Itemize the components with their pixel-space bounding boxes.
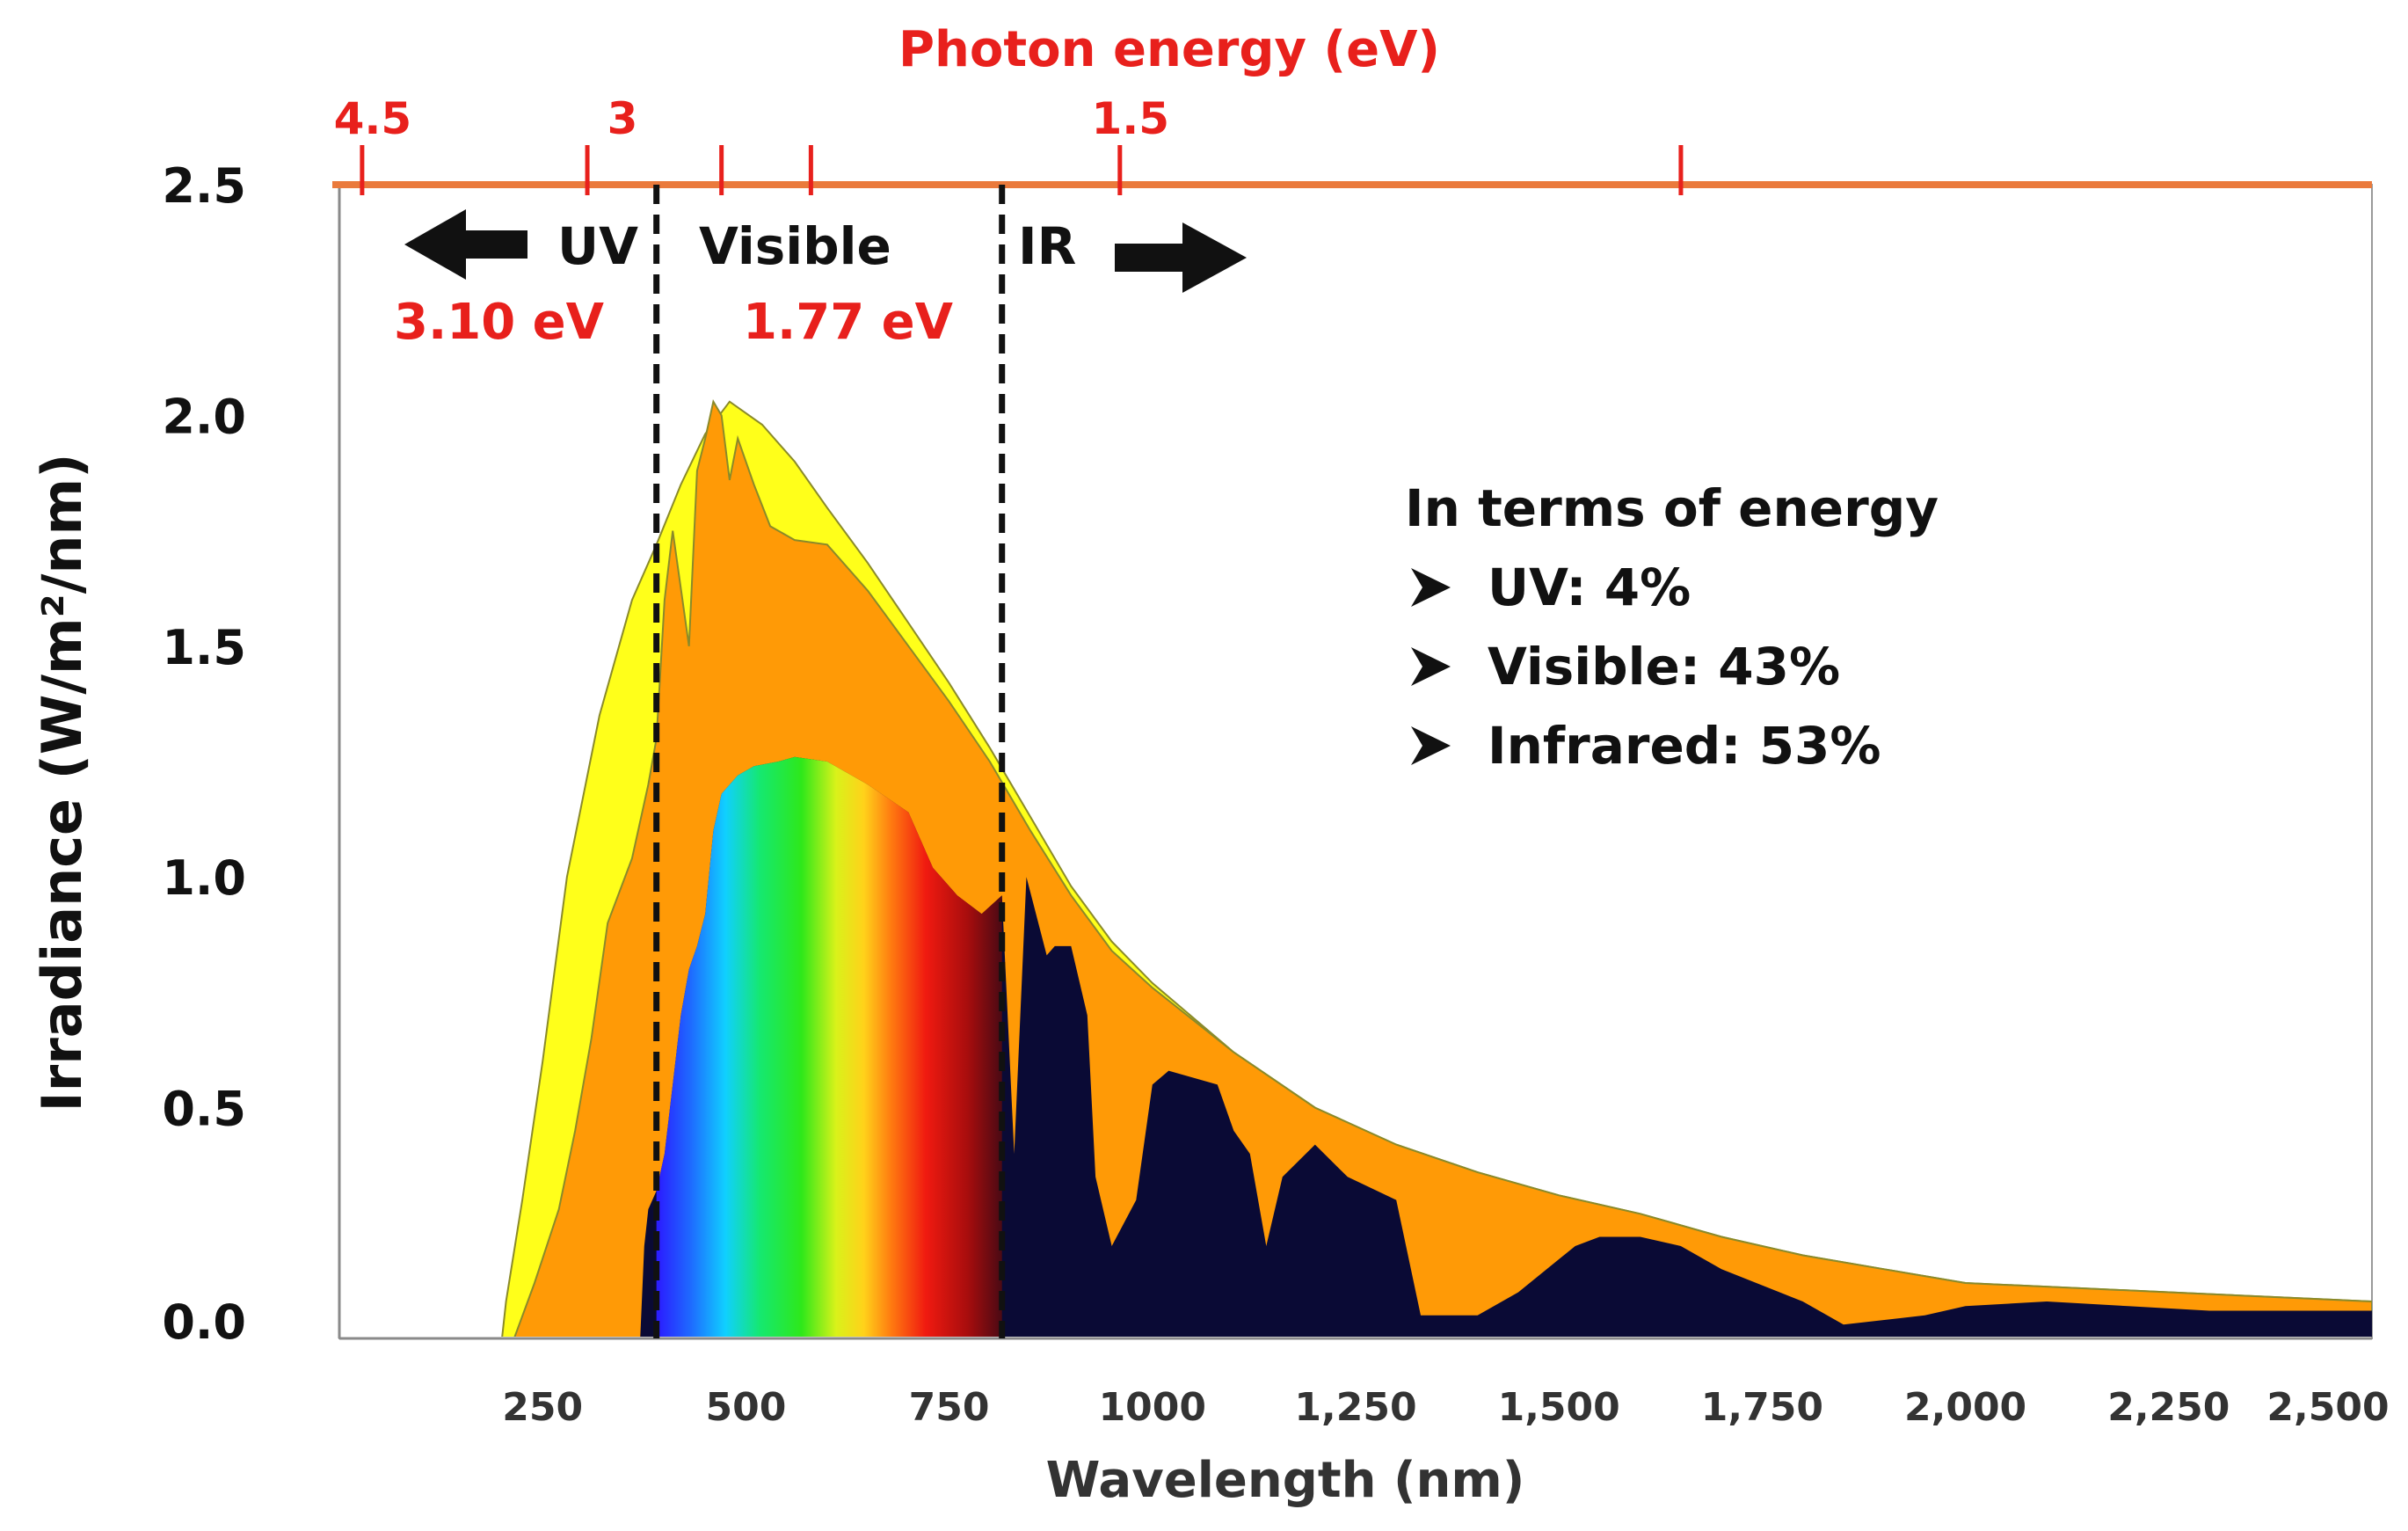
x-tick-label: 2,250	[2107, 1385, 2230, 1430]
series-absorbed-area	[640, 756, 2372, 1337]
annotation-item: UV: 4%	[1411, 558, 1691, 617]
region-label-ir: IR	[1018, 216, 1076, 276]
x-tick-label: 500	[705, 1385, 786, 1430]
y-tick-label: 2.0	[162, 389, 246, 444]
arrowhead-bullet-icon	[1411, 726, 1451, 765]
top-axis-tick-label: 1.5	[1092, 93, 1170, 144]
x-axis-title: Wavelength (nm)	[1046, 1452, 1525, 1509]
arrowhead-bullet-icon	[1411, 647, 1451, 686]
boundary-energy-label-ir: 1.77 eV	[743, 294, 954, 351]
region-label-uv: UV	[557, 216, 638, 276]
top-axis-tick-label: 3	[607, 93, 638, 144]
y-tick-label: 1.5	[162, 620, 246, 675]
x-tick-label: 1,500	[1498, 1385, 1620, 1430]
x-tick-label: 2,000	[1904, 1385, 2026, 1430]
x-tick-label: 750	[909, 1385, 990, 1430]
x-tick-label: 1,250	[1294, 1385, 1416, 1430]
x-tick-label: 250	[502, 1385, 583, 1430]
top-axis-title: Photon energy (eV)	[898, 21, 1440, 78]
annotation-item-text: Infrared: 53%	[1488, 716, 1881, 776]
y-tick-label: 2.5	[162, 158, 246, 214]
top-axis-tick-label: 4.5	[334, 93, 412, 144]
annotation-item-text: Visible: 43%	[1488, 637, 1840, 696]
region-label-visible: Visible	[699, 216, 891, 276]
x-tick-label: 1000	[1099, 1385, 1206, 1430]
annotation-title: In terms of energy	[1405, 478, 1939, 538]
annotation-item-text: UV: 4%	[1488, 558, 1691, 617]
y-tick-label: 0.5	[162, 1082, 246, 1137]
annotation-item: Visible: 43%	[1411, 637, 1840, 696]
x-tick-label: 1,750	[1701, 1385, 1823, 1430]
arrowhead-bullet-icon	[1411, 568, 1451, 607]
right-arrow-icon	[1115, 222, 1247, 293]
y-tick-label: 0.0	[162, 1294, 246, 1350]
left-arrow-icon	[404, 209, 527, 280]
y-tick-label: 1.0	[162, 850, 246, 906]
annotation-item: Infrared: 53%	[1411, 716, 1881, 776]
y-axis-title: Irradiance (W/m²/nm)	[30, 454, 94, 1112]
x-tick-label: 2,500	[2266, 1385, 2389, 1430]
boundary-energy-label-uv: 3.10 eV	[394, 294, 605, 351]
